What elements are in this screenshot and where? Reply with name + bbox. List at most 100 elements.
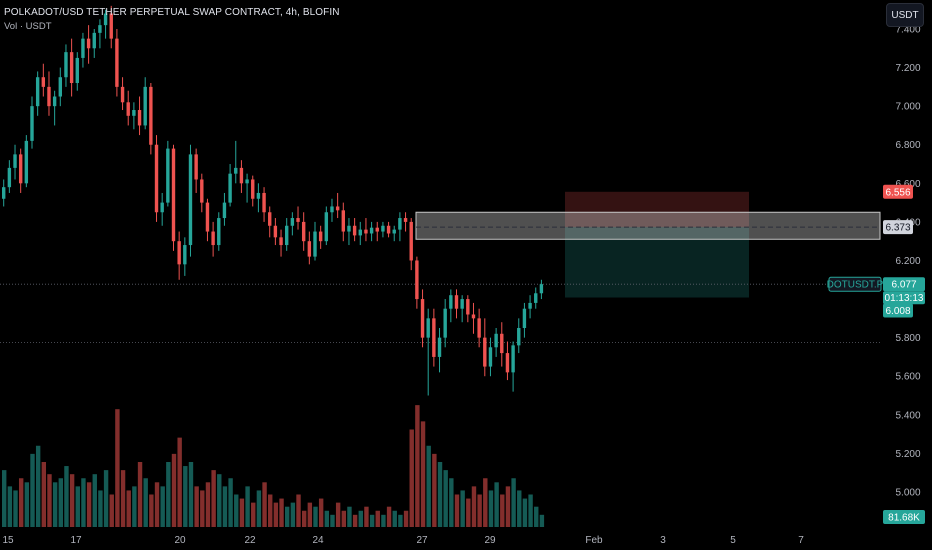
candle-body bbox=[228, 173, 232, 203]
price-tick-label: 5.600 bbox=[895, 372, 920, 383]
price-tick-label: 6.800 bbox=[895, 140, 920, 151]
volume-bar bbox=[522, 498, 528, 527]
price-tick-label: 6.600 bbox=[895, 179, 920, 190]
volume-bar bbox=[69, 474, 75, 527]
candle-body bbox=[494, 333, 498, 348]
candle-body bbox=[149, 86, 153, 145]
candle-body bbox=[126, 102, 130, 116]
price-axis[interactable]: 7.4007.2007.0006.8006.6006.4006.2005.800… bbox=[895, 25, 920, 499]
volume-bar bbox=[115, 409, 120, 527]
candle-body bbox=[301, 221, 306, 242]
volume-bar bbox=[386, 506, 392, 527]
candle-body bbox=[358, 229, 362, 236]
candle-body bbox=[200, 179, 204, 203]
volume-bar bbox=[420, 421, 426, 527]
take-profit-price-tag-bg bbox=[883, 303, 913, 318]
volume-bar bbox=[313, 506, 318, 527]
candle-body bbox=[386, 225, 391, 234]
candle-body bbox=[517, 327, 521, 346]
price-tags: 6.556 6.373 DOTUSDT.P 6.077 01:13:13 6.008 81.… bbox=[827, 184, 925, 524]
candle-body bbox=[409, 221, 413, 261]
candle-body bbox=[211, 231, 215, 246]
price-tick-label: 5.400 bbox=[895, 410, 920, 421]
volume-bar bbox=[352, 514, 358, 527]
volume-bar bbox=[415, 405, 420, 527]
volume-bar bbox=[307, 502, 313, 527]
volume-bar bbox=[296, 494, 301, 527]
candle-body bbox=[239, 167, 244, 184]
volume-bar bbox=[290, 502, 296, 527]
position-zones[interactable] bbox=[415, 191, 881, 298]
time-tick-label: 15 bbox=[2, 535, 14, 546]
candle-body bbox=[188, 154, 193, 246]
volume-bar bbox=[477, 494, 482, 527]
candle-body bbox=[166, 148, 170, 203]
time-tick-label: 3 bbox=[660, 535, 666, 546]
candle-body bbox=[177, 241, 181, 265]
candle-body bbox=[109, 13, 113, 39]
volume-bar bbox=[103, 470, 109, 527]
candle-body bbox=[341, 210, 345, 232]
volume-bar bbox=[426, 445, 431, 527]
candle-body bbox=[273, 225, 278, 238]
stop-price-tag-text: 6.556 bbox=[885, 187, 910, 198]
volume-bar bbox=[64, 466, 69, 527]
currency-button[interactable]: USDT bbox=[886, 3, 924, 27]
take-profit-price-tag: 6.008 bbox=[883, 303, 913, 318]
volume-bar bbox=[528, 494, 533, 527]
candle-body bbox=[398, 218, 402, 230]
candle-body bbox=[251, 179, 255, 199]
candle-body bbox=[534, 293, 538, 303]
volume-bar bbox=[177, 437, 182, 527]
volume-bar bbox=[483, 478, 488, 527]
candle-body bbox=[64, 52, 68, 78]
candle-body bbox=[245, 179, 249, 184]
candle-body bbox=[426, 318, 430, 338]
candle-body bbox=[443, 308, 447, 338]
candle-body bbox=[522, 308, 527, 328]
supply-zone-rectangle bbox=[415, 211, 881, 240]
time-tick-label: 27 bbox=[416, 535, 428, 546]
candle-body bbox=[256, 192, 261, 199]
volume-bar bbox=[41, 462, 47, 527]
volume-bar bbox=[58, 478, 63, 527]
volume-bar bbox=[183, 466, 188, 527]
candle-body bbox=[483, 337, 487, 367]
candle-body bbox=[330, 206, 334, 213]
volume-bar bbox=[188, 462, 194, 527]
volume-bar bbox=[256, 490, 262, 527]
candle-body bbox=[352, 225, 357, 236]
candle-body bbox=[171, 148, 176, 242]
volume-bar bbox=[324, 510, 330, 527]
volume-bar bbox=[511, 478, 516, 527]
volume-bar bbox=[262, 482, 267, 527]
price-tick-label: 7.400 bbox=[895, 25, 920, 36]
stop-price-tag-bg bbox=[883, 184, 913, 199]
last-price-tag: 6.077 bbox=[883, 277, 925, 292]
volume-bar bbox=[398, 514, 403, 527]
candle-body bbox=[41, 77, 46, 87]
candle-body bbox=[290, 218, 295, 226]
volume-bar bbox=[2, 470, 7, 527]
candle-body bbox=[2, 187, 6, 199]
candle-body bbox=[488, 347, 493, 367]
volume-bar bbox=[171, 453, 177, 527]
volume-bar bbox=[35, 445, 41, 527]
volume-value-tag-text: 81.68K bbox=[888, 513, 920, 524]
volume-bar bbox=[500, 494, 505, 527]
last-price-tag-text: 6.077 bbox=[891, 280, 916, 291]
volume-bar bbox=[335, 502, 341, 527]
volume-bar bbox=[409, 429, 414, 527]
price-tick-label: 5.000 bbox=[895, 487, 920, 498]
candle-body bbox=[137, 110, 142, 126]
volume-bar bbox=[166, 462, 171, 527]
volume-bar bbox=[534, 506, 539, 527]
time-axis[interactable]: 15 17 20 22 24 27 29 Feb 3 5 7 bbox=[2, 535, 804, 546]
volume-bar bbox=[98, 490, 103, 527]
candle-body bbox=[466, 299, 470, 315]
volume-bar bbox=[268, 494, 273, 527]
entry-price-tag-bg bbox=[883, 220, 913, 235]
price-tick-label: 5.200 bbox=[895, 449, 920, 460]
candle-body bbox=[143, 86, 147, 126]
